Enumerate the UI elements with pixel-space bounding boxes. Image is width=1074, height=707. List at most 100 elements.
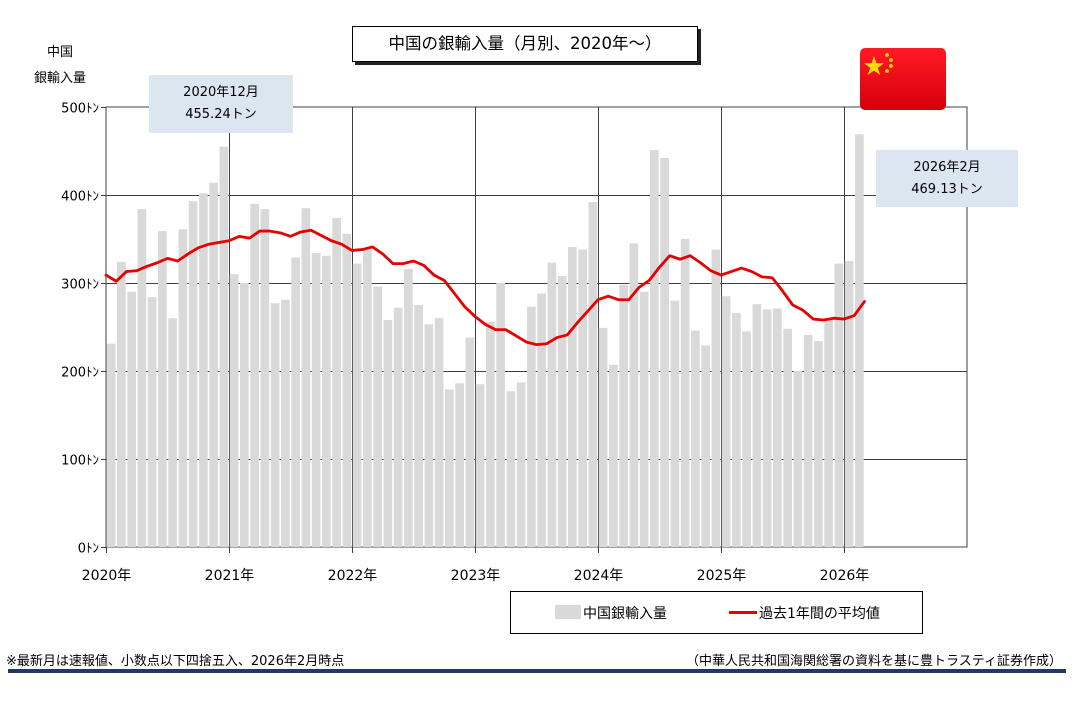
bar bbox=[578, 249, 587, 547]
bar bbox=[732, 312, 741, 547]
bar bbox=[311, 253, 321, 547]
chart-title: 中国の銀輸入量（月別、2020年～） bbox=[352, 26, 698, 62]
legend: 中国銀輸入量 過去1年間の平均値 bbox=[510, 591, 923, 634]
y-tick-label: 400ﾄﾝ bbox=[61, 190, 99, 205]
bar bbox=[332, 217, 341, 547]
bar bbox=[322, 255, 331, 547]
callout-date: 2026年2月 bbox=[913, 160, 981, 175]
bar bbox=[773, 308, 782, 547]
bar bbox=[486, 321, 495, 547]
bar bbox=[363, 249, 372, 547]
x-tick-label: 2024年 bbox=[574, 568, 624, 584]
bar bbox=[209, 182, 218, 547]
bar bbox=[670, 300, 680, 547]
bar bbox=[660, 158, 669, 548]
bar bbox=[475, 384, 485, 547]
flag-small-star bbox=[885, 69, 889, 73]
bar bbox=[568, 246, 577, 548]
x-tick-label: 2022年 bbox=[328, 568, 378, 584]
footer-rule bbox=[8, 669, 1066, 673]
bar bbox=[455, 383, 464, 547]
bar bbox=[250, 203, 259, 548]
bar bbox=[188, 201, 198, 547]
bar bbox=[855, 134, 864, 547]
bar bbox=[158, 231, 167, 547]
latest-callout-2026-02: 2026年2月 469.13トン bbox=[876, 150, 1018, 207]
bar bbox=[527, 306, 536, 547]
bar bbox=[199, 193, 208, 548]
bar bbox=[814, 341, 823, 547]
bar bbox=[117, 261, 126, 547]
bar bbox=[219, 146, 229, 547]
y-tick-label: 500ﾄﾝ bbox=[61, 102, 99, 117]
flag-small-star bbox=[889, 58, 893, 62]
y-axis-title-line-1: 中国 bbox=[46, 45, 73, 60]
bar bbox=[824, 318, 833, 547]
bar bbox=[147, 297, 157, 547]
footnote: ※最新月は速報値、小数点以下四捨五入、2026年2月時点 bbox=[6, 654, 345, 669]
bar bbox=[691, 330, 700, 547]
bar bbox=[434, 318, 444, 547]
bar bbox=[752, 304, 762, 547]
bar bbox=[721, 296, 731, 547]
bar bbox=[619, 284, 628, 547]
bar bbox=[291, 257, 300, 547]
bar bbox=[342, 233, 352, 547]
bar bbox=[465, 337, 475, 547]
bar bbox=[650, 150, 659, 547]
bar bbox=[168, 318, 177, 547]
bar bbox=[742, 331, 751, 547]
moving-average-line bbox=[104, 228, 866, 347]
bar bbox=[496, 283, 505, 547]
bar bbox=[281, 299, 290, 547]
bar bbox=[414, 305, 423, 547]
callout-value: 469.13トン bbox=[911, 182, 983, 197]
bar bbox=[301, 208, 311, 547]
china-flag-icon bbox=[860, 48, 946, 110]
bar bbox=[711, 249, 721, 547]
bar bbox=[352, 263, 362, 547]
bar bbox=[834, 263, 844, 547]
bar bbox=[178, 229, 188, 547]
legend-bar-label: 中国銀輸入量 bbox=[583, 606, 667, 622]
y-tick-label: 300ﾄﾝ bbox=[61, 278, 99, 293]
plot-area bbox=[105, 106, 968, 548]
bar bbox=[137, 209, 147, 547]
flag-large-star bbox=[864, 56, 884, 75]
bar bbox=[383, 319, 393, 547]
source-note: （中華人民共和国海関総署の資料を基に豊トラスティ証券作成） bbox=[686, 654, 1062, 669]
bar bbox=[393, 307, 403, 547]
flag-small-star bbox=[885, 53, 889, 57]
callout-date: 2020年12月 bbox=[183, 85, 259, 100]
bar bbox=[609, 364, 618, 547]
flag-field bbox=[860, 48, 946, 110]
x-tick-label: 2026年 bbox=[820, 568, 870, 584]
bar bbox=[557, 275, 567, 547]
bar bbox=[783, 328, 792, 547]
bar bbox=[547, 262, 557, 547]
legend-line-swatch bbox=[729, 611, 757, 614]
flag-small-star bbox=[889, 64, 893, 68]
bar bbox=[629, 243, 639, 547]
bar bbox=[106, 343, 116, 547]
bar bbox=[445, 389, 454, 547]
bar bbox=[803, 334, 813, 547]
x-tick-label: 2023年 bbox=[451, 568, 501, 584]
bar bbox=[598, 327, 608, 547]
bar bbox=[240, 283, 249, 547]
y-tick-label: 200ﾄﾝ bbox=[61, 366, 99, 381]
bar bbox=[229, 274, 239, 547]
y-tick-label: 0ﾄﾝ bbox=[78, 542, 99, 557]
bar bbox=[127, 291, 136, 547]
bar bbox=[588, 202, 598, 548]
bar bbox=[424, 324, 434, 547]
bar bbox=[762, 309, 772, 547]
bar bbox=[404, 268, 413, 547]
peak-callout-2020-12: 2020年12月 455.24トン bbox=[149, 75, 293, 133]
bar bbox=[516, 382, 526, 547]
callout-value: 455.24トン bbox=[185, 107, 257, 122]
bar bbox=[373, 286, 382, 547]
bar bbox=[260, 209, 270, 547]
bar bbox=[639, 291, 649, 547]
